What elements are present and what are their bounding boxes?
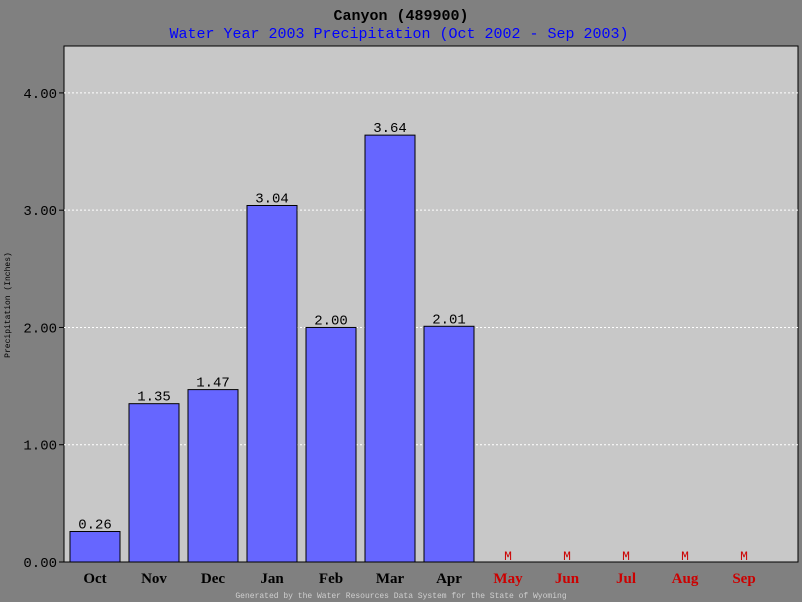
y-tick-label: 1.00 [23, 439, 57, 455]
data-label: 2.00 [314, 313, 348, 329]
footer-credit: Generated by the Water Resources Data Sy… [235, 592, 566, 601]
bar-oct [69, 531, 121, 563]
chart-title: Canyon (489900) [333, 8, 468, 25]
data-label: 1.47 [196, 376, 230, 392]
bar-dec [187, 389, 239, 563]
y-axis-label: Precipitation (Inches) [4, 252, 13, 358]
x-tick-label: Apr [436, 571, 462, 587]
y-axis: 0.00 1.00 2.00 3.00 4.00 [23, 87, 64, 572]
x-tick-label: Jan [260, 571, 284, 587]
bar-feb [305, 326, 357, 563]
data-label: 2.01 [432, 312, 466, 328]
data-label: 3.04 [255, 191, 289, 207]
y-tick-label: 3.00 [23, 204, 57, 220]
x-tick-label: Jul [616, 571, 636, 587]
missing-marker: M [681, 549, 689, 564]
data-label: 3.64 [373, 121, 407, 137]
x-tick-label: Nov [141, 571, 167, 587]
missing-marker: M [740, 549, 748, 564]
missing-marker: M [504, 549, 512, 564]
x-tick-label: Aug [672, 571, 699, 587]
bar-apr [423, 325, 475, 563]
y-tick-label: 4.00 [23, 87, 57, 103]
missing-marker: M [563, 549, 571, 564]
x-tick-label: Sep [732, 571, 755, 587]
bar-jan [246, 204, 298, 563]
data-label: 1.35 [137, 390, 171, 406]
x-tick-label: Feb [319, 571, 343, 587]
x-tick-label: May [493, 571, 523, 587]
x-tick-label: Dec [201, 571, 225, 587]
missing-marker: M [622, 549, 630, 564]
y-tick-label: 0.00 [23, 556, 57, 572]
bar-mar [364, 134, 416, 563]
x-axis: Oct Nov Dec Jan Feb Mar Apr May Jun Jul Aug Sep [83, 571, 755, 587]
x-tick-label: Oct [83, 571, 106, 587]
chart-subtitle: Water Year 2003 Precipitation (Oct 2002 … [169, 26, 628, 43]
bar-nov [128, 403, 180, 563]
bars: 0.26 1.35 1.47 3.04 2.00 3.64 2.01 M M M M M [69, 121, 748, 564]
x-tick-label: Jun [555, 571, 580, 587]
y-tick-label: 2.00 [23, 321, 57, 337]
data-label: 0.26 [78, 518, 112, 534]
x-tick-label: Mar [376, 571, 405, 587]
